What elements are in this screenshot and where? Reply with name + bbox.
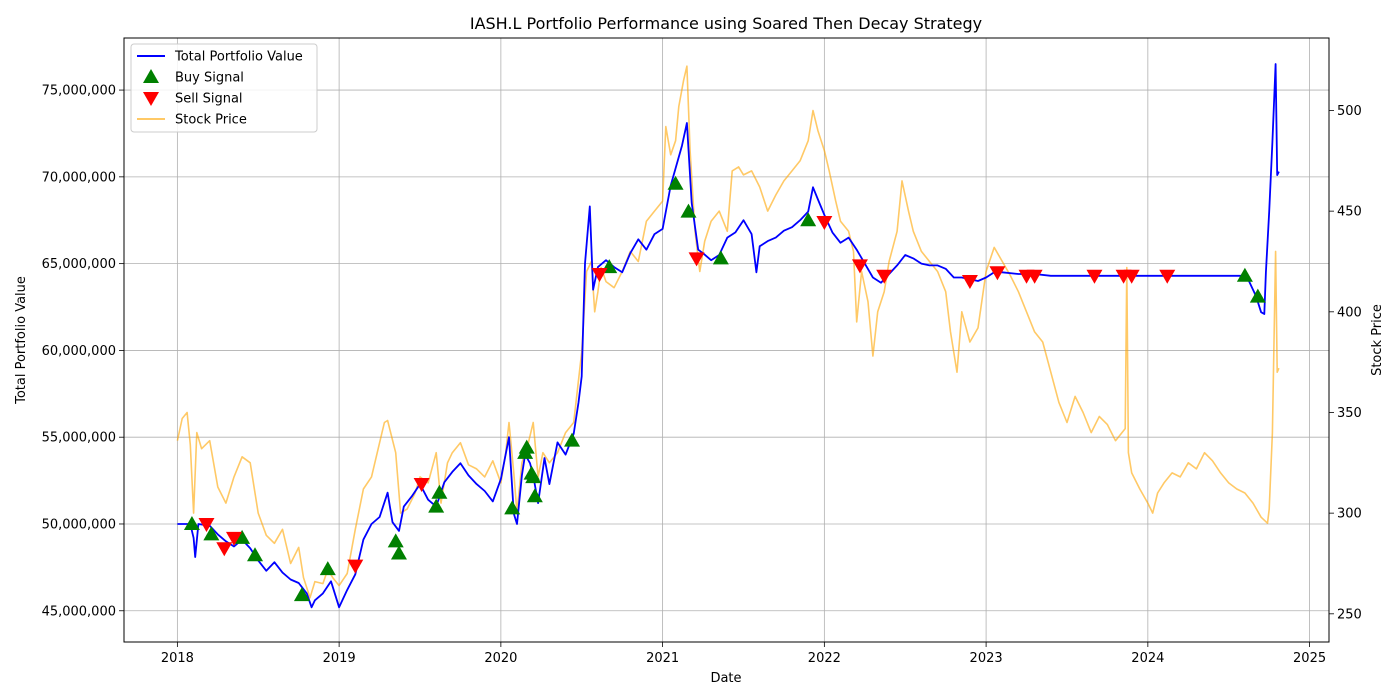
x-tick-label: 2021: [646, 651, 679, 666]
sell-signal-marker: [1123, 269, 1140, 284]
y-axis-left-title: Total Portfolio Value: [14, 276, 29, 405]
legend-label: Buy Signal: [175, 71, 244, 86]
buy-signal-marker: [183, 515, 200, 530]
sell-signal-marker: [413, 478, 430, 493]
buy-signal-marker: [234, 529, 251, 544]
sell-signal-marker: [688, 252, 705, 267]
sell-signal-marker: [225, 531, 242, 546]
sell-signal-marker: [876, 269, 893, 284]
y-axis-right-title: Stock Price: [1370, 304, 1385, 376]
y-left-tick-label: 75,000,000: [42, 84, 116, 99]
legend-label: Sell Signal: [175, 92, 243, 107]
buy-signal-marker: [564, 432, 581, 447]
buy-signal-marker: [1249, 288, 1266, 303]
x-tick-label: 2019: [323, 651, 356, 666]
buy-signal-marker: [667, 175, 684, 190]
buy-signal-marker: [518, 439, 535, 454]
sell-signal-marker: [1159, 269, 1176, 284]
sell-signal-marker: [216, 542, 233, 557]
sell-signal-marker: [198, 517, 215, 532]
sell-signal-marker: [1026, 269, 1043, 284]
legend-label: Stock Price: [175, 113, 247, 128]
y-left-tick-label: 65,000,000: [42, 257, 116, 272]
sell-signal-marker: [816, 215, 833, 230]
signal-markers-layer: [183, 175, 1266, 602]
buy-signal-marker: [712, 250, 729, 265]
x-tick-label: 2023: [970, 651, 1003, 666]
y-left-tick-label: 60,000,000: [42, 344, 116, 359]
buy-signal-marker: [390, 545, 407, 560]
legend: Total Portfolio Value Buy Signal Sell Sign…: [130, 43, 318, 133]
y-right-tick-label: 250: [1337, 607, 1362, 622]
buy-signal-marker: [203, 526, 220, 541]
x-tick-label: 2024: [1131, 651, 1164, 666]
chart-title: IASH.L Portfolio Performance using Soare…: [470, 14, 982, 33]
buy-signal-marker: [431, 484, 448, 499]
y-left-tick-label: 50,000,000: [42, 517, 116, 532]
y-right-tick-label: 400: [1337, 305, 1362, 320]
y-left-tick-label: 45,000,000: [42, 604, 116, 619]
y-right-tick-label: 450: [1337, 205, 1362, 220]
buy-signal-marker: [247, 547, 264, 562]
sell-signal-marker: [591, 268, 608, 283]
legend-marker-swatch: [143, 92, 159, 106]
x-tick-label: 2020: [484, 651, 517, 666]
legend-marker-swatch: [143, 69, 159, 83]
buy-signal-marker: [800, 212, 817, 227]
y-right-tick-label: 500: [1337, 104, 1362, 119]
x-axis-title: Date: [710, 671, 741, 686]
sell-signal-marker: [961, 274, 978, 289]
buy-signal-marker: [293, 587, 310, 602]
buy-signal-marker: [680, 203, 697, 218]
buy-signal-marker: [387, 533, 404, 548]
plot-frame: [123, 37, 1330, 643]
y-right-tick-label: 300: [1337, 507, 1362, 522]
sell-signal-marker: [1086, 269, 1103, 284]
buy-signal-marker: [1236, 267, 1253, 282]
stock-price-line: [176, 65, 1280, 599]
sell-signal-marker: [989, 266, 1006, 281]
legend-box: [130, 43, 318, 133]
sell-signal-marker: [851, 259, 868, 274]
sell-signal-marker: [347, 559, 364, 574]
axes-layer: 2018 2019 2020 2021 2022 2023 2024 2025 45,000,0…: [42, 84, 1362, 666]
buy-signal-marker: [428, 498, 445, 513]
x-tick-label: 2025: [1293, 651, 1326, 666]
y-left-tick-label: 70,000,000: [42, 170, 116, 185]
y-left-tick-label: 55,000,000: [42, 431, 116, 446]
buy-signal-marker: [504, 500, 521, 515]
x-tick-label: 2022: [808, 651, 841, 666]
buy-signal-marker: [525, 469, 542, 484]
legend-label: Total Portfolio Value: [174, 50, 303, 65]
stock-price-layer: [176, 65, 1280, 599]
buy-signal-marker: [526, 488, 543, 503]
y-right-tick-label: 350: [1337, 406, 1362, 421]
buy-signal-marker: [319, 561, 336, 576]
x-tick-label: 2018: [161, 651, 194, 666]
